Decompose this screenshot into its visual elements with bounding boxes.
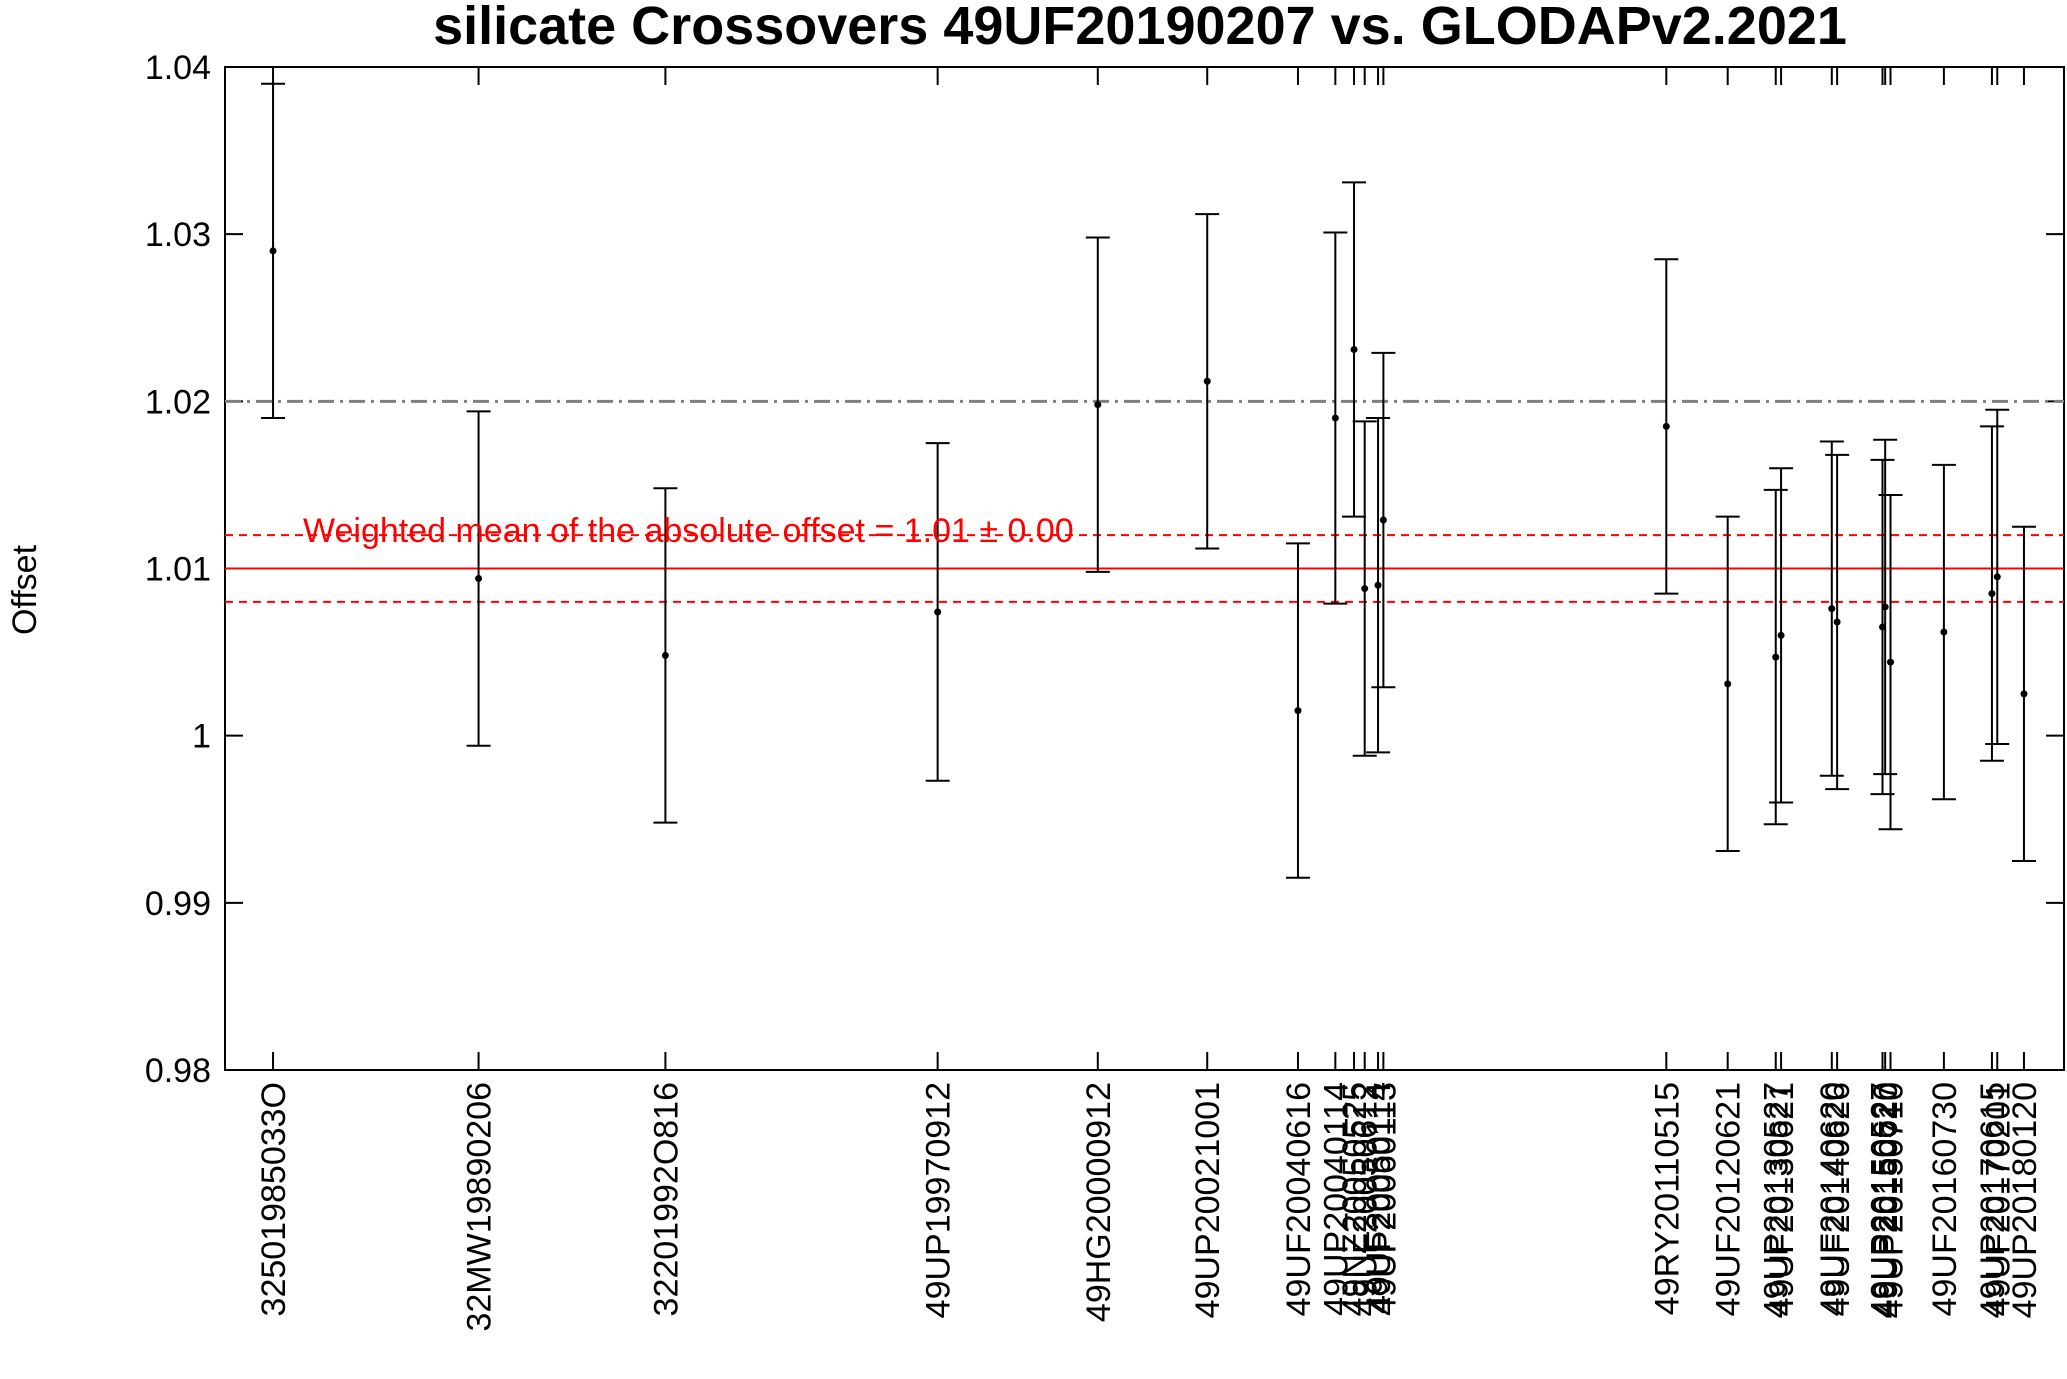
data-point bbox=[1379, 516, 1387, 524]
data-point bbox=[1777, 631, 1785, 639]
y-tick-label: 0.99 bbox=[145, 885, 211, 923]
weighted-mean-annotation: Weighted mean of the absolute offset = 1… bbox=[303, 512, 1074, 550]
x-tick-label: 49UF20130621 bbox=[1763, 1082, 1801, 1316]
x-tick-label: 49UF20050114 bbox=[1360, 1082, 1398, 1314]
data-point bbox=[1833, 618, 1841, 626]
data-point bbox=[1724, 680, 1732, 688]
data-point bbox=[934, 608, 942, 616]
data-point bbox=[1294, 707, 1302, 715]
x-tick-label: 49UP20150527 bbox=[1865, 1082, 1903, 1318]
x-tick-label: 49UF20160730 bbox=[1926, 1082, 1964, 1316]
x-tick-label: 49UF20120621 bbox=[1710, 1082, 1748, 1316]
plot-area: 0.98 0.99 1 1.01 1.02 1.03 1.04 32501985033O 32M… bbox=[145, 49, 2065, 1332]
x-tick-label: 49UP20021001 bbox=[1189, 1082, 1227, 1318]
data-point bbox=[1881, 603, 1889, 611]
data-point bbox=[269, 247, 277, 255]
x-tick-label: 49UF20040616 bbox=[1280, 1082, 1318, 1316]
y-tick-label: 1.03 bbox=[145, 216, 211, 254]
y-tick-label: 1.01 bbox=[145, 551, 211, 589]
y-tick-label: 1 bbox=[192, 718, 211, 756]
x-tick-label: 49UP20170615 bbox=[1974, 1082, 2012, 1318]
x-tick-label: 49UF20170201 bbox=[1979, 1082, 2017, 1316]
x-tick-label: 49UP20060113 bbox=[1365, 1082, 1403, 1316]
data-point bbox=[475, 575, 483, 583]
x-tick-label: 49UP20040114 bbox=[1317, 1082, 1355, 1316]
y-tick-label: 1.02 bbox=[145, 383, 211, 421]
data-point bbox=[1094, 401, 1102, 409]
data-point bbox=[1361, 585, 1369, 593]
x-tick-label: 49HG20000912 bbox=[1080, 1082, 1118, 1322]
y-tick-label: 0.98 bbox=[145, 1052, 211, 1090]
x-tick-label: 49UF20050612 bbox=[1347, 1082, 1385, 1316]
data-point bbox=[1940, 628, 1948, 636]
x-tick-label: 49RY20110515 bbox=[1648, 1082, 1686, 1315]
x-tick-label: 49UF20140626 bbox=[1819, 1082, 1857, 1316]
x-tick-label: 32MW19890206 bbox=[461, 1082, 499, 1332]
y-axis-label: Offset bbox=[6, 544, 44, 635]
data-point bbox=[1662, 422, 1670, 430]
x-tick-label: 49UP20150710 bbox=[1873, 1082, 1911, 1318]
x-tick-label: 32501985033O bbox=[255, 1082, 293, 1316]
data-point bbox=[2020, 690, 2028, 698]
y-tick-label: 1.04 bbox=[145, 49, 211, 87]
chart-title: silicate Crossovers 49UF20190207 vs. GLO… bbox=[433, 0, 1847, 56]
x-tick-label: 49UP19970912 bbox=[920, 1082, 958, 1318]
data-point bbox=[1374, 581, 1382, 589]
x-tick-label: 49UP20130527 bbox=[1758, 1082, 1796, 1318]
data-point bbox=[1887, 658, 1895, 666]
x-tick-label: 49UP20180120 bbox=[2006, 1082, 2044, 1318]
data-point bbox=[1772, 653, 1780, 661]
data-point bbox=[1828, 605, 1836, 613]
data-point bbox=[1350, 346, 1358, 354]
x-tick-label: 32201992O816 bbox=[647, 1082, 685, 1316]
data-point bbox=[1993, 573, 2001, 581]
x-tick-label: 49UP20150620 bbox=[1867, 1082, 1905, 1318]
x-tick-label: 49NZ20050525 bbox=[1336, 1082, 1374, 1316]
data-point bbox=[661, 651, 669, 659]
data-point bbox=[1988, 590, 1996, 598]
x-tick-label: 49UF20140620 bbox=[1814, 1082, 1852, 1316]
data-point bbox=[1203, 377, 1211, 385]
data-point bbox=[1331, 414, 1339, 422]
